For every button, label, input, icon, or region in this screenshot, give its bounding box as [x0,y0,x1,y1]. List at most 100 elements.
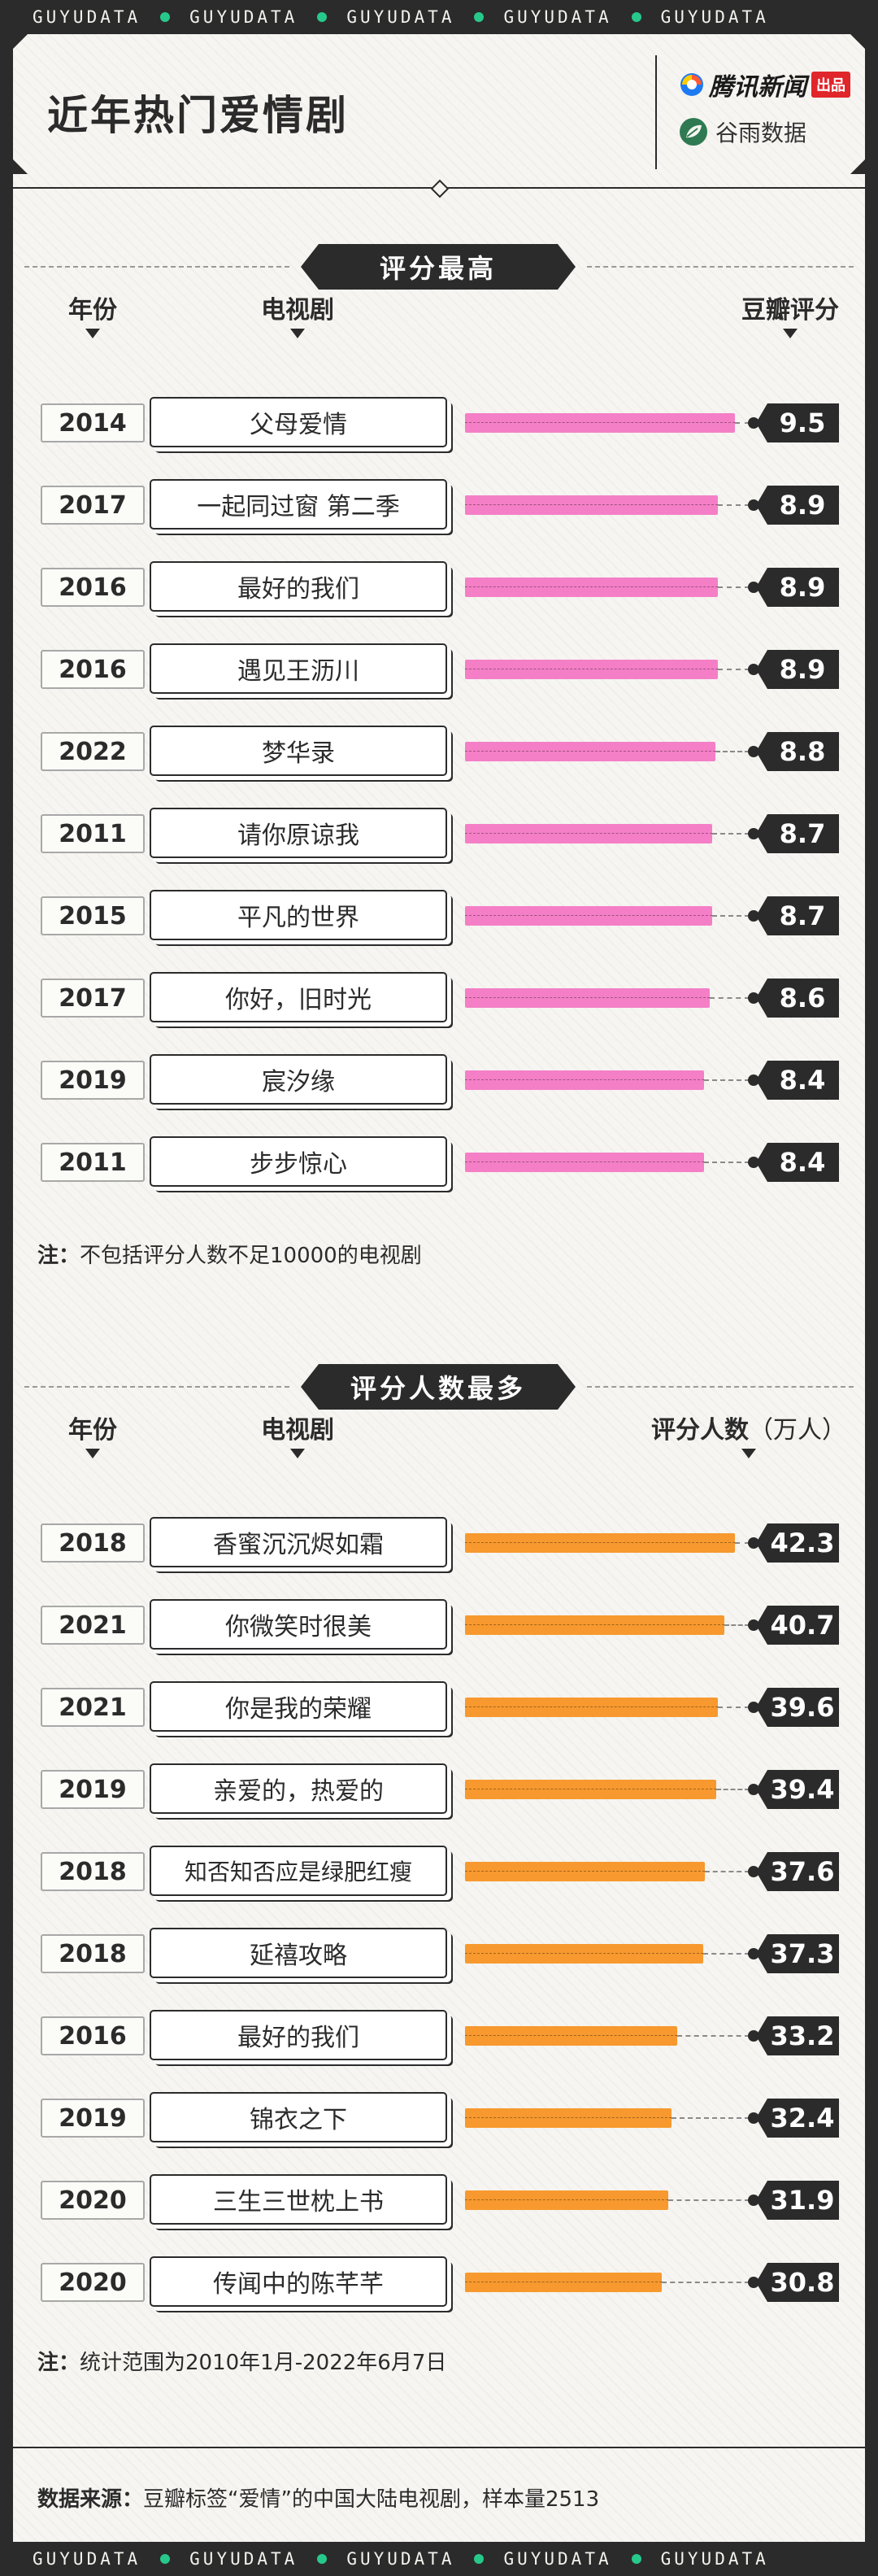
leader-dot [748,910,759,922]
drama-name-label: 三生三世枕上书 [150,2174,447,2225]
bar-midline [465,2117,672,2118]
down-triangle-icon [783,329,798,338]
chart-note-text: 统计范围为2010年1月-2022年6月7日 [80,2351,447,2375]
section-header: 评分最高 [13,244,865,290]
bar-midline [465,586,718,587]
leader-line [724,1624,750,1626]
ticker-word: GUYUDATA [189,7,298,27]
ticker-word: GUYUDATA [33,2549,141,2569]
bar-mark [465,495,718,515]
ticker-item: GUYUDATA [661,7,769,27]
ticker-item: GUYUDATA [189,7,346,27]
ticker-item: GUYUDATA [503,2549,660,2569]
column-header-year: 年份 [28,290,158,338]
bar-mark [465,988,710,1008]
source-divider [13,2447,865,2448]
value-label: 39.4 [756,1770,839,1809]
ticker-item: GUYUDATA [661,2549,769,2569]
ticker-word: GUYUDATA [503,2549,612,2569]
drama-name-label: 亲爱的，热爱的 [150,1763,447,1814]
bar-mark [465,413,735,433]
year-label: 2015 [41,896,145,935]
leader-dot [748,1537,759,1549]
column-header-name: 电视剧 [233,1410,363,1458]
column-header-year-text: 年份 [68,296,117,325]
year-label: 2020 [41,2263,145,2302]
year-label: 2018 [41,1852,145,1891]
value-label: 42.3 [756,1523,839,1563]
leader-dot [748,1948,759,1959]
ticker-word: GUYUDATA [346,2549,455,2569]
leader-line [718,504,750,506]
bar-mark [465,1780,716,1799]
leader-dot [748,1702,759,1713]
poster-panel: 近年热门爱情剧 腾讯新闻 出品 谷雨数据 评分最高 年份 电视剧 豆瓣评分 2014 父母… [13,34,865,2542]
leader-line [672,2117,750,2119]
drama-name-label: 延禧攻略 [150,1928,447,1978]
column-header-year: 年份 [28,1410,158,1458]
section-dash-right [587,1386,854,1388]
bar-mark [465,2026,677,2046]
column-header-name-text: 电视剧 [261,1416,334,1445]
value-label: 8.8 [756,732,839,771]
bar-midline [465,2035,677,2036]
bar-midline [465,1542,735,1543]
ticker-item: GUYUDATA [33,7,189,27]
year-label: 2021 [41,1688,145,1727]
bar-mark [465,824,712,843]
value-label: 8.7 [756,814,839,853]
ticker-word: GUYUDATA [189,2549,298,2569]
value-label: 31.9 [756,2181,839,2220]
bar-mark [465,2108,672,2128]
bar-midline [465,833,712,834]
bar-mark [465,2190,668,2210]
value-label: 8.4 [756,1143,839,1182]
tencent-news-name: 腾讯新闻 [709,73,806,102]
bar-midline [465,1706,718,1707]
bar-mark [465,1153,704,1172]
column-header-name: 电视剧 [233,290,363,338]
bar-mark [465,660,718,679]
leader-line [718,669,750,670]
drama-name-label: 传闻中的陈芊芊 [150,2256,447,2307]
down-triangle-icon [85,1449,100,1458]
column-header-year-text: 年份 [68,1416,117,1445]
drama-name-label: 梦华录 [150,726,447,776]
down-triangle-icon [290,329,305,338]
drama-name-label: 知否知否应是绿肥红瘦 [150,1846,447,1896]
ticker-dot [474,12,485,22]
down-triangle-icon [741,1449,756,1458]
ticker-bottom: GUYUDATA GUYUDATA GUYUDATA GUYUDATA GUYUDATA [0,2542,878,2576]
leader-dot [748,2195,759,2206]
drama-name-label: 步步惊心 [150,1136,447,1187]
page-title: 近年热门爱情剧 [47,92,349,139]
ticker-word: GUYUDATA [346,7,455,27]
bar-midline [465,1953,703,1954]
ticker-word: GUYUDATA [660,2549,769,2569]
bar-mark [465,578,718,597]
value-label: 8.9 [756,486,839,525]
year-label: 2011 [41,814,145,853]
leader-dot [748,2030,759,2042]
value-label: 8.9 [756,650,839,689]
drama-name-label: 宸汐缘 [150,1054,447,1105]
bar-midline [465,1079,704,1080]
ticker-item: GUYUDATA [33,2549,189,2569]
bar-midline [465,504,718,505]
year-label: 2018 [41,1934,145,1973]
guyu-leaf-icon [680,118,707,146]
drama-name-label: 遇见王沥川 [150,643,447,694]
leader-line [668,2199,750,2201]
ticker-item: GUYUDATA [503,7,660,27]
ticker-dot [317,2554,328,2564]
section-header: 评分人数最多 [13,1364,865,1410]
leader-line [718,586,750,588]
drama-name-label: 锦衣之下 [150,2092,447,2142]
corner-decoration [850,34,865,49]
drama-name-label: 父母爱情 [150,397,447,447]
ticker-dot [160,2554,171,2564]
data-source-text: 豆瓣标签“爱情”的中国大陆电视剧，样本量2513 [143,2487,600,2512]
leader-dot [748,1619,759,1631]
ticker-item: GUYUDATA [346,7,503,27]
value-label: 8.9 [756,568,839,607]
